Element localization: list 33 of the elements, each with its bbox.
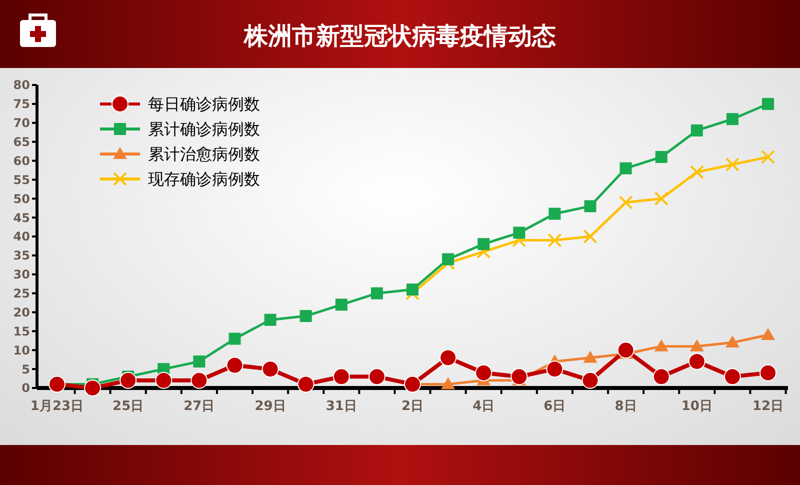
legend-label: 累计确诊病例数 [148, 120, 260, 139]
chart-title: 株洲市新型冠状病毒疫情动态 [243, 22, 556, 50]
y-tick-label: 40 [13, 230, 30, 244]
y-tick-label: 80 [13, 78, 30, 92]
y-tick-label: 20 [13, 305, 30, 320]
y-tick-label: 60 [13, 154, 30, 168]
x-tick-label: 29日 [254, 399, 286, 414]
x-tick-label: 25日 [112, 399, 144, 414]
legend-label: 累计治愈病例数 [148, 144, 260, 164]
x-tick-label: 8日 [614, 399, 637, 414]
y-tick-label: 55 [13, 172, 30, 187]
legend-label: 每日确诊病例数 [148, 94, 260, 114]
x-tick-label: 12日 [752, 399, 784, 414]
y-tick-label: 45 [13, 210, 30, 225]
y-tick-label: 25 [13, 286, 30, 301]
x-tick-label: 1月23日 [30, 399, 84, 414]
y-tick-label: 75 [13, 97, 30, 112]
y-tick-label: 35 [13, 248, 30, 263]
y-tick-label: 15 [13, 324, 30, 338]
y-tick-label: 5 [22, 362, 30, 376]
x-tick-label: 27日 [184, 399, 215, 414]
y-tick-label: 30 [13, 268, 30, 282]
y-tick-label: 65 [13, 135, 30, 150]
x-tick-label: 4日 [472, 399, 495, 414]
y-tick-label: 0 [22, 381, 30, 396]
x-tick-label: 6日 [544, 399, 566, 414]
x-tick-label: 31日 [326, 399, 357, 414]
x-tick-label: 10日 [681, 399, 712, 414]
y-tick-label: 10 [13, 343, 30, 358]
y-tick-label: 70 [13, 116, 30, 130]
x-tick-label: 2日 [401, 399, 424, 414]
y-tick-label: 50 [13, 192, 30, 206]
legend-label: 现存确诊病例数 [148, 170, 260, 189]
